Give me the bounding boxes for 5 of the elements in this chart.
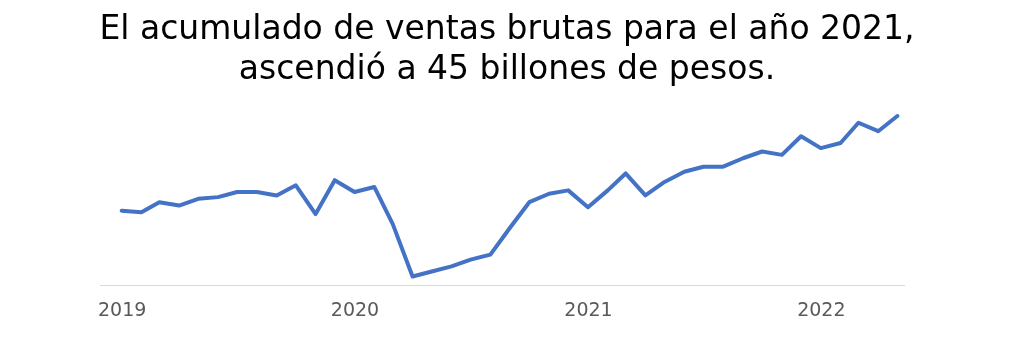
x-tick-label: 2020 [330,298,380,321]
x-tick-label: 2019 [98,298,147,321]
x-tick-label: 2021 [564,298,613,321]
chart-title: El acumulado de ventas brutas para el año 2021, ascendió a 45 billones de pesos. [98,8,916,88]
x-tick-label: 2022 [797,298,846,321]
